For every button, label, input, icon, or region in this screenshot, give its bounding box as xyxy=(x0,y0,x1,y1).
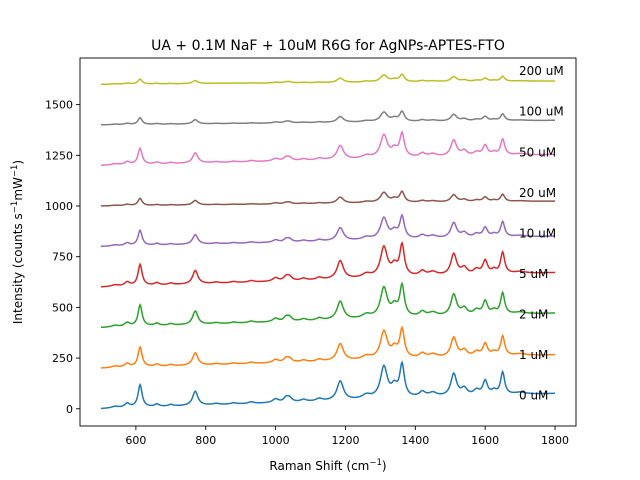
x-tick-label: 1000 xyxy=(262,434,290,447)
x-tick-label: 600 xyxy=(125,434,146,447)
x-axis-label-close: ) xyxy=(382,459,387,473)
y-tick-label: 500 xyxy=(52,301,73,314)
series-label-6: 50 uM xyxy=(519,145,556,159)
x-axis-label: Raman Shift (cm−1) xyxy=(269,458,386,473)
chart-title: UA + 0.1M NaF + 10uM R6G for AgNPs-APTES… xyxy=(151,38,505,54)
series-line-3 xyxy=(100,240,556,288)
series-label-3: 5 uM xyxy=(519,267,548,281)
y-axis-label-superscript-2: −1 xyxy=(10,165,20,178)
series-line-4 xyxy=(100,213,556,248)
y-tick-label: 0 xyxy=(66,403,73,416)
series-label-1: 1 uM xyxy=(519,348,548,362)
y-axis-label-unit: mW xyxy=(11,177,25,201)
series-labels: 0 uM 1 uM 2 uM 5 uM 10 uM 20 uM 50 uM 100 uM 200… xyxy=(519,64,564,402)
y-tick-label: 250 xyxy=(52,352,73,365)
y-axis-label-superscript-1: −1 xyxy=(10,201,20,214)
y-tick-label: 1500 xyxy=(45,99,73,112)
y-tick-label: 1250 xyxy=(45,149,73,162)
series-line-8 xyxy=(100,73,556,86)
x-axis-label-superscript: −1 xyxy=(369,458,382,468)
series-line-2 xyxy=(100,281,556,329)
series-label-4: 10 uM xyxy=(519,226,556,240)
series-line-6 xyxy=(100,130,556,166)
series-label-0: 0 uM xyxy=(519,389,548,403)
series-line-0 xyxy=(100,360,556,410)
x-axis-label-text: Raman Shift (cm xyxy=(269,459,369,473)
x-tick-label: 1600 xyxy=(471,434,499,447)
x-tick-label: 1200 xyxy=(331,434,359,447)
x-tick-label: 800 xyxy=(195,434,216,447)
y-axis-label-close: ) xyxy=(11,160,25,165)
plot-frame xyxy=(79,57,577,427)
series-label-7: 100 uM xyxy=(519,105,564,119)
series-line-7 xyxy=(100,110,556,126)
series-lines xyxy=(100,73,556,410)
y-axis-label: Intensity (counts s−1mW−1) xyxy=(10,160,25,324)
series-line-5 xyxy=(100,190,556,207)
y-tick-label: 750 xyxy=(52,251,73,264)
y-axis-label-text: Intensity (counts s xyxy=(11,213,25,324)
x-tick-label: 1400 xyxy=(401,434,429,447)
series-label-8: 200 uM xyxy=(519,64,564,78)
series-label-2: 2 uM xyxy=(519,307,548,321)
series-line-1 xyxy=(100,325,556,369)
axes: 600 800 1000 1200 1400 1600 1800 0 250 500 750 1000… xyxy=(45,57,577,447)
series-label-5: 20 uM xyxy=(519,186,556,200)
y-tick-label: 1000 xyxy=(45,200,73,213)
x-tick-label: 1800 xyxy=(541,434,569,447)
